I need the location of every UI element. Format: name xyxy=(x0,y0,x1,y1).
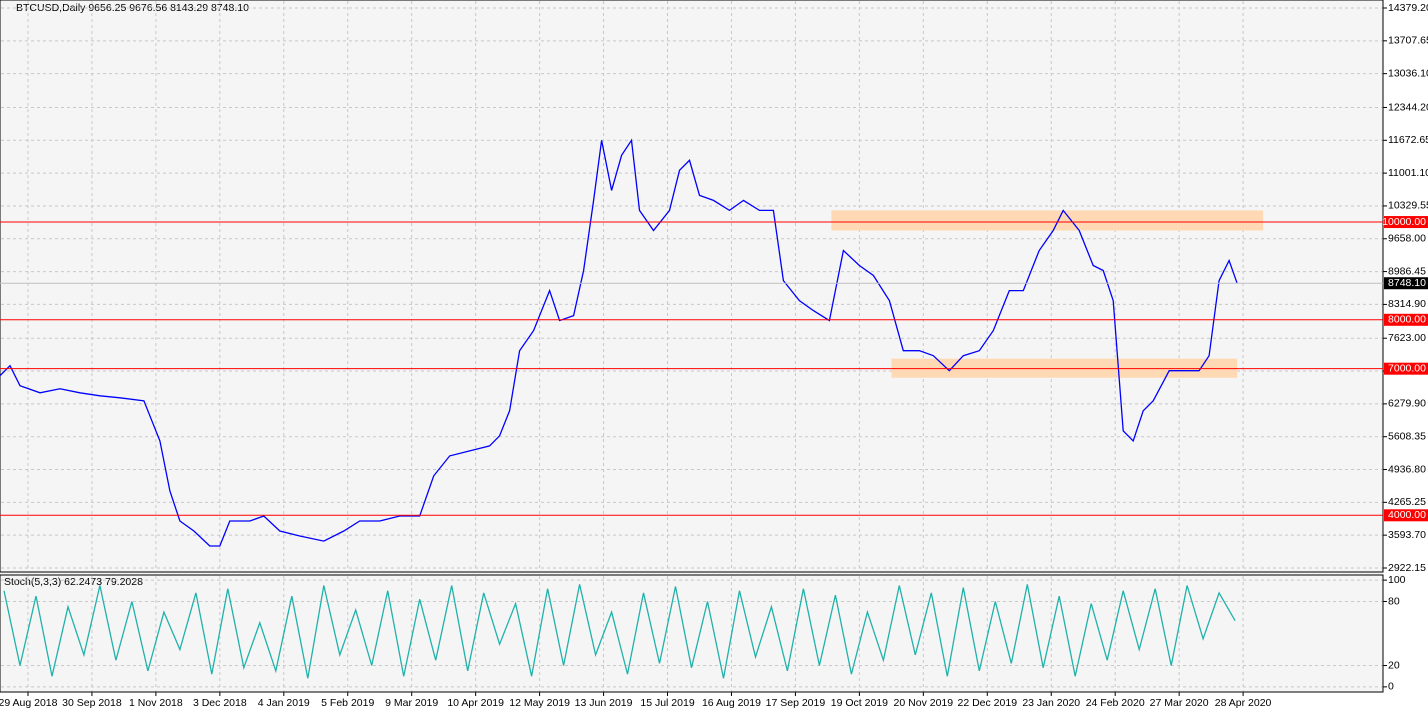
y-tick-label: 12344.20 xyxy=(1388,101,1428,113)
y-tick-label: 100 xyxy=(1388,574,1406,586)
y-tick-label: 14379.20 xyxy=(1388,2,1428,14)
y-tick-label: 80 xyxy=(1388,595,1400,607)
price-label: 4000.00 xyxy=(1388,509,1426,521)
price-label-box xyxy=(1384,277,1428,290)
x-tick-label: 28 Apr 2020 xyxy=(1215,697,1272,709)
y-tick-label: 11672.65 xyxy=(1388,134,1428,146)
x-tick-label: 19 Oct 2019 xyxy=(831,697,888,709)
x-tick-label: 23 Jan 2020 xyxy=(1022,697,1080,709)
price-label: 8748.10 xyxy=(1388,277,1426,289)
x-tick-label: 4 Jan 2019 xyxy=(258,697,310,709)
y-tick-label: 2922.15 xyxy=(1388,562,1426,574)
x-tick-label: 24 Feb 2020 xyxy=(1086,697,1145,709)
main-frame xyxy=(0,0,1384,573)
y-tick-label: 4265.25 xyxy=(1388,496,1426,508)
x-tick-label: 3 Dec 2018 xyxy=(193,697,247,709)
x-tick-label: 20 Nov 2019 xyxy=(894,697,954,709)
y-tick-label: 7623.00 xyxy=(1388,332,1426,344)
x-tick-label: 29 Aug 2018 xyxy=(0,697,58,709)
y-tick-label: 13036.10 xyxy=(1388,67,1428,79)
price-zone xyxy=(831,210,1264,231)
y-tick-label: 9658.00 xyxy=(1388,233,1426,245)
x-tick-label: 27 Mar 2020 xyxy=(1150,697,1209,709)
plot-background xyxy=(0,0,1383,692)
x-tick-label: 13 Jun 2019 xyxy=(575,697,633,709)
y-tick-label: 10329.55 xyxy=(1388,200,1428,212)
x-tick-label: 1 Nov 2018 xyxy=(129,697,183,709)
x-tick-label: 10 Apr 2019 xyxy=(447,697,504,709)
stoch-frame xyxy=(0,574,1384,693)
price-line xyxy=(0,138,1238,547)
y-tick-label: 5608.35 xyxy=(1388,430,1426,442)
indicator-title: Stoch(5,3,3) 62.2473 79.2028 xyxy=(4,576,143,588)
y-tick-label: 3593.70 xyxy=(1388,529,1426,541)
price-label: 10000.00 xyxy=(1382,216,1426,228)
x-tick-label: 22 Dec 2019 xyxy=(958,697,1018,709)
x-tick-label: 5 Feb 2019 xyxy=(321,697,374,709)
y-tick-label: 8986.45 xyxy=(1388,265,1426,277)
y-tick-label: 11001.10 xyxy=(1388,167,1428,179)
chart-title: BTCUSD,Daily 9656.25 9676.56 8143.29 874… xyxy=(16,2,249,14)
x-tick-label: 16 Aug 2019 xyxy=(702,697,761,709)
x-tick-label: 12 May 2019 xyxy=(509,697,570,709)
y-tick-label: 13707.65 xyxy=(1388,35,1428,47)
y-tick-label: 6279.90 xyxy=(1388,398,1426,410)
price-line xyxy=(3,584,1236,679)
y-tick-label: 8314.90 xyxy=(1388,298,1426,310)
price-label: 7000.00 xyxy=(1388,362,1426,374)
y-tick-label: 0 xyxy=(1388,681,1394,693)
x-tick-label: 9 Mar 2019 xyxy=(385,697,438,709)
price-label-box xyxy=(1384,362,1428,375)
x-tick-label: 30 Sep 2018 xyxy=(62,697,122,709)
price-label-box xyxy=(1384,509,1428,522)
x-tick-label: 17 Sep 2019 xyxy=(766,697,826,709)
price-label-box xyxy=(1384,216,1428,229)
y-tick-label: 20 xyxy=(1388,659,1400,671)
price-label-box xyxy=(1384,313,1428,326)
x-tick-label: 15 Jul 2019 xyxy=(640,697,694,709)
price-label: 8000.00 xyxy=(1388,314,1426,326)
y-tick-label: 4936.80 xyxy=(1388,463,1426,475)
